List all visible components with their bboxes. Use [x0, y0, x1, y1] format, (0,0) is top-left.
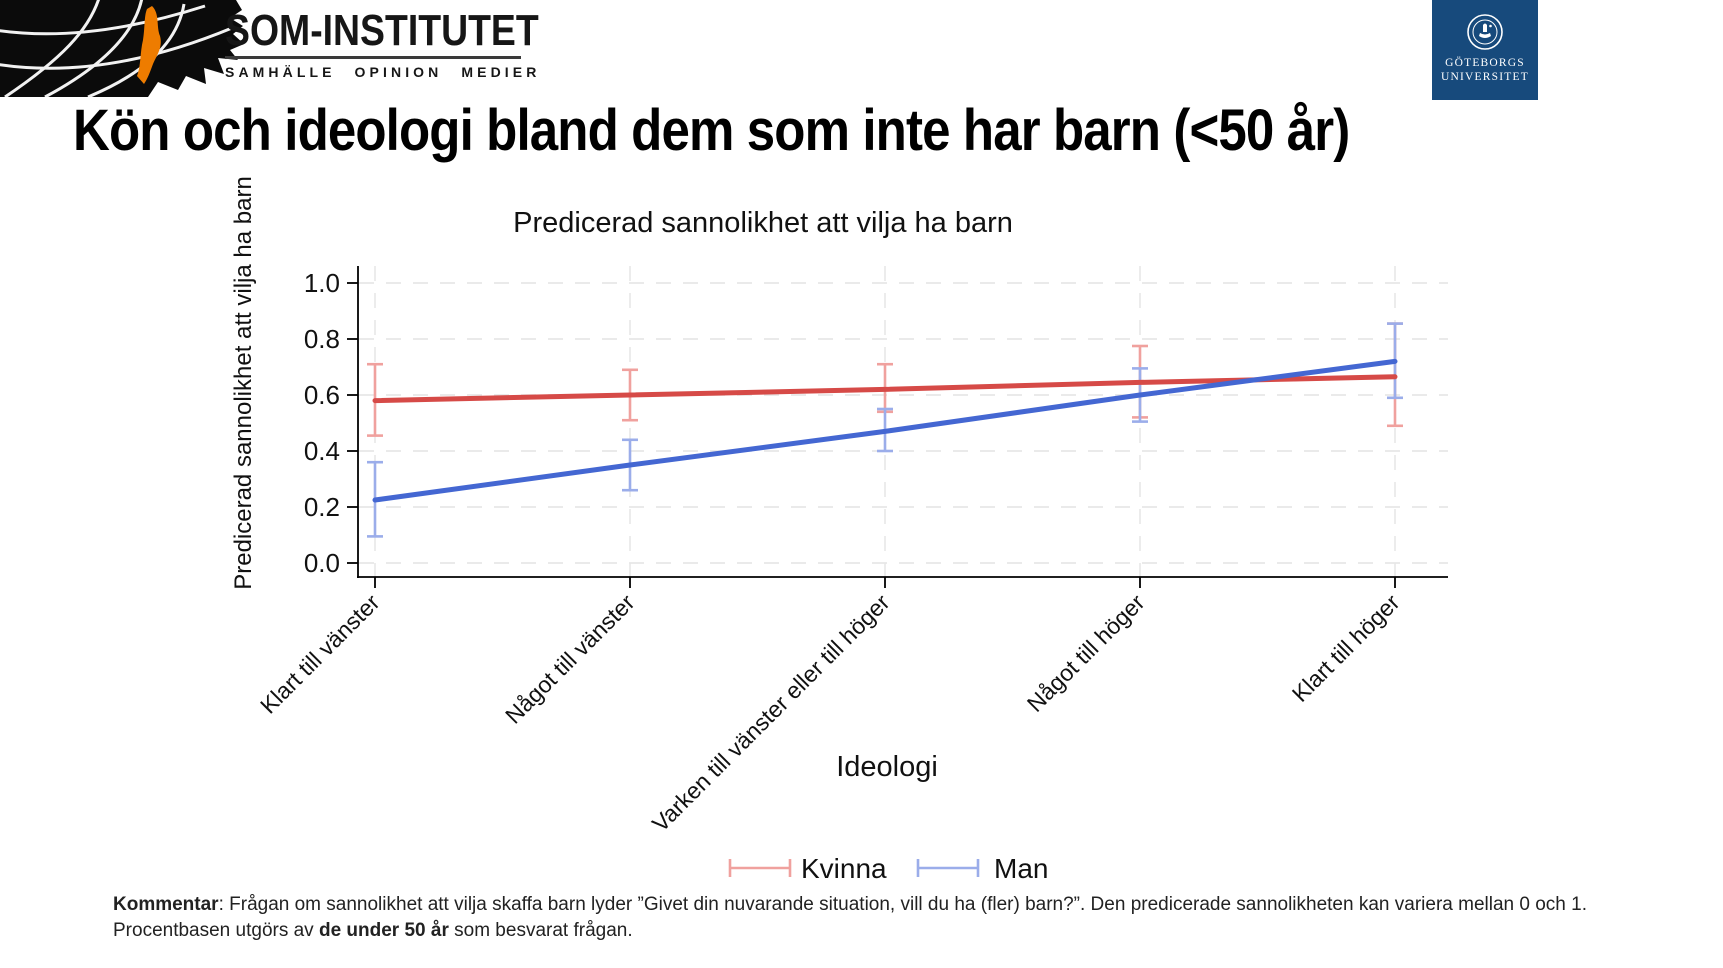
- x-tick-label: Klart till höger: [1287, 589, 1405, 707]
- y-tick-label: 0.2: [304, 492, 340, 522]
- som-map-globe-icon: [0, 0, 244, 97]
- som-logo-subtitle: SAMHÄLLE OPINION MEDIER: [225, 64, 541, 80]
- x-tick-label: Varken till vänster eller till höger: [647, 589, 895, 837]
- comment-label: Kommentar: [113, 894, 219, 915]
- y-tick-label: 0.8: [304, 324, 340, 354]
- y-tick-label: 0.4: [304, 436, 340, 466]
- gu-logo-line1: GÖTEBORGS: [1445, 57, 1525, 69]
- comment-line2-pre: Procentbasen utgörs av: [113, 920, 319, 941]
- chart-title: Predicerad sannolikhet att vilja ha barn: [513, 207, 1013, 239]
- som-institutet-logo: SOM-INSTITUTET SAMHÄLLE OPINION MEDIER: [0, 0, 560, 100]
- y-axis-title: Predicerad sannolikhet att vilja ha barn: [230, 176, 257, 590]
- x-tick-label: Klart till vänster: [255, 589, 385, 719]
- comment: Kommentar: Frågan om sannolikhet att vil…: [113, 892, 1613, 944]
- y-tick-label: 0.6: [304, 380, 340, 410]
- y-tick-label: 1.0: [304, 268, 340, 298]
- series-line-man: [372, 358, 1398, 503]
- gu-seal-icon: [1467, 14, 1503, 50]
- comment-line1-text: : Frågan om sannolikhet att vilja skaffa…: [218, 894, 1587, 915]
- comment-line2-post: som besvarat frågan.: [448, 920, 633, 941]
- comment-line2-bold: de under 50 år: [318, 920, 449, 941]
- series-line-kvinna: [372, 374, 1398, 404]
- x-axis-title: Ideologi: [836, 751, 938, 783]
- gu-logo-line2: UNIVERSITET: [1441, 71, 1529, 83]
- gu-logo: GÖTEBORGS UNIVERSITET: [1432, 0, 1538, 100]
- y-tick-label: 0.0: [304, 548, 340, 578]
- legend-label-man: Man: [994, 853, 1048, 884]
- x-tick-label: Något till vänster: [500, 589, 640, 729]
- som-logo-divider: [225, 56, 521, 59]
- x-tick-label: Något till höger: [1022, 589, 1150, 717]
- legend-label-kvinna: Kvinna: [801, 853, 887, 884]
- slide-title: Kön och ideologi bland dem som inte har …: [73, 98, 1350, 163]
